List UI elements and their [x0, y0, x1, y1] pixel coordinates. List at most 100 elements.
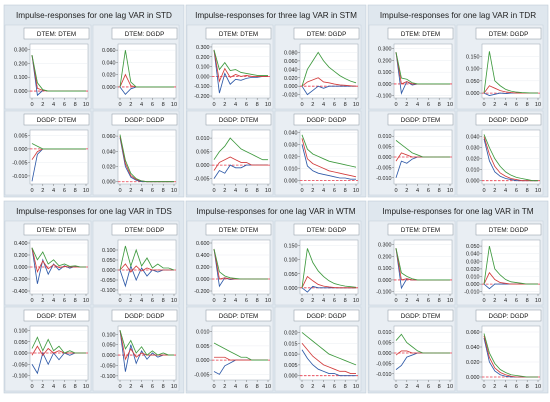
y-tick-label: 0.040	[466, 345, 480, 351]
x-tick-label: 6	[151, 298, 154, 304]
chart-panel: DGDP: DTEM 0.005 0.000 -0.005 -0.010 0 2 4 6 8 10	[4, 110, 92, 196]
plot-area	[29, 129, 89, 185]
x-tick-label: 8	[162, 384, 165, 390]
response-line	[301, 77, 357, 87]
x-tick-label: 6	[151, 188, 154, 194]
x-tick-label: 4	[140, 298, 143, 304]
response-line	[395, 248, 450, 281]
x-tick-label: 2	[405, 102, 408, 108]
y-tick-label: -0.100	[12, 374, 27, 380]
x-tick-label: 6	[515, 384, 518, 390]
chart-panel: DTEM: DGDP 0.060 0.040 0.020 0.000 0 2 4 6 8 10	[92, 24, 180, 110]
x-tick-label: 8	[74, 188, 77, 194]
x-tick-label: 4	[416, 188, 419, 194]
panel-header-box	[475, 223, 542, 236]
x-tick-label: 0	[118, 384, 121, 390]
plot-area	[299, 325, 359, 381]
y-tick-label: 0.020	[466, 157, 480, 163]
y-tick-label: -0.010	[376, 176, 391, 182]
x-tick-label: 8	[438, 188, 441, 194]
panel-label: DGDP: DTEM	[401, 313, 441, 320]
panel-header-box	[475, 309, 542, 322]
x-tick-label: 10	[535, 188, 541, 194]
response-line	[483, 333, 538, 378]
response-line	[213, 342, 268, 361]
y-tick-label: 0.300	[378, 243, 392, 249]
x-tick-label: 6	[245, 102, 248, 108]
y-tick-label: 0.100	[378, 70, 392, 76]
x-tick-label: 4	[504, 188, 507, 194]
x-tick-label: 4	[140, 384, 143, 390]
y-tick-label: 0.020	[284, 154, 298, 160]
x-tick-label: 4	[234, 384, 237, 390]
x-tick-label: 0	[300, 298, 303, 304]
response-line	[119, 134, 174, 183]
x-tick-label: 8	[74, 102, 77, 108]
x-tick-label: 2	[405, 384, 408, 390]
panel-header-box	[111, 113, 178, 126]
panel-header-box	[23, 309, 90, 322]
x-tick-label: 2	[223, 102, 226, 108]
panel-header-box	[387, 113, 454, 126]
y-tick-label: 0.600	[196, 241, 210, 247]
y-tick-label: 0.000	[102, 353, 116, 359]
x-tick-label: 2	[129, 298, 132, 304]
y-tick-label: 0.015	[284, 341, 298, 347]
x-tick-label: 0	[482, 102, 485, 108]
x-tick-label: 8	[344, 102, 347, 108]
response-line	[301, 51, 357, 87]
y-tick-label: 0.200	[14, 253, 28, 259]
y-tick-label: 0.000	[14, 351, 28, 357]
x-tick-label: 6	[427, 188, 430, 194]
x-tick-label: 6	[63, 384, 66, 390]
x-tick-label: 8	[162, 298, 165, 304]
panel-header-box	[293, 223, 360, 236]
x-tick-label: 8	[526, 384, 529, 390]
x-tick-label: 2	[129, 188, 132, 194]
x-tick-label: 8	[74, 298, 77, 304]
x-tick-label: 2	[311, 102, 314, 108]
x-tick-label: 4	[416, 102, 419, 108]
y-tick-label: -0.400	[12, 289, 27, 295]
response-line	[119, 50, 174, 88]
x-tick-label: 10	[353, 298, 359, 304]
plot-area	[117, 325, 177, 381]
y-tick-label: 0.400	[196, 253, 210, 259]
x-tick-label: 0	[118, 102, 121, 108]
x-tick-label: 8	[438, 384, 441, 390]
y-tick-label: 0.020	[466, 267, 480, 273]
y-tick-label: 0.100	[14, 75, 28, 81]
y-tick-label: 0.010	[378, 134, 392, 140]
chart-title: Impulse-responses for one lag VAR in WTM	[196, 207, 355, 216]
y-tick-label: 0.080	[284, 50, 298, 56]
x-tick-label: 4	[52, 188, 55, 194]
y-tick-label: 0.300	[196, 45, 210, 51]
x-tick-label: 0	[30, 298, 33, 304]
y-tick-label: 0.060	[102, 48, 116, 54]
x-tick-label: 8	[438, 298, 441, 304]
x-tick-label: 4	[234, 102, 237, 108]
x-tick-label: 10	[171, 298, 177, 304]
x-tick-label: 6	[333, 298, 336, 304]
y-tick-label: 0.000	[284, 374, 298, 380]
y-tick-label: 0.100	[466, 67, 480, 73]
x-tick-label: 10	[265, 384, 271, 390]
x-tick-label: 0	[212, 298, 215, 304]
x-tick-label: 8	[438, 102, 441, 108]
y-tick-label: 0.200	[378, 254, 392, 260]
response-line	[483, 245, 538, 285]
y-tick-label: 0.030	[466, 146, 480, 152]
y-tick-label: 0.005	[378, 341, 392, 347]
plot-area	[29, 43, 89, 99]
response-line	[483, 134, 538, 182]
plot-area	[117, 129, 177, 185]
x-tick-label: 6	[245, 188, 248, 194]
